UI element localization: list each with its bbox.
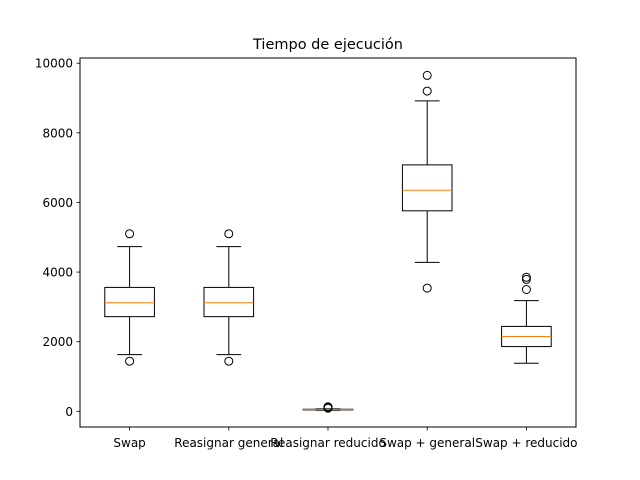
x-tick-label: Swap + reducido (475, 436, 577, 450)
outlier-point (521, 272, 531, 282)
box-1 (203, 229, 255, 366)
outlier-point (422, 86, 432, 96)
box-iqr (104, 286, 155, 318)
outlier-point (125, 229, 135, 239)
box-iqr (203, 286, 255, 318)
box-2 (302, 402, 354, 413)
box-iqr (401, 164, 453, 212)
outlier-point (422, 283, 432, 293)
x-tick-label: Reasignar general (174, 436, 283, 450)
y-tick-label: 2000 (42, 335, 73, 349)
outlier-point (224, 356, 234, 366)
outlier-point (224, 229, 234, 239)
chart-title: Tiempo de ejecución (252, 37, 403, 53)
y-tick-label: 4000 (42, 266, 73, 280)
outlier-point (125, 356, 135, 366)
y-tick-label: 8000 (42, 126, 73, 140)
y-axis: 0 2000 4000 6000 8000 10000 (35, 57, 80, 419)
x-tick-label: Swap + general (379, 436, 475, 450)
y-tick-label: 6000 (42, 196, 73, 210)
y-tick-label: 0 (65, 405, 73, 419)
x-tick-label: Reasignar reducido (270, 436, 386, 450)
outlier-point (521, 274, 531, 284)
outlier-point (323, 402, 333, 412)
boxes (104, 70, 552, 413)
outlier-point (521, 284, 531, 294)
box-3 (401, 70, 453, 293)
box-0 (104, 229, 155, 366)
x-tick-label: Swap (113, 436, 145, 450)
plot-frame (79, 57, 577, 428)
box-4 (501, 272, 552, 364)
outlier-point (422, 70, 432, 80)
y-tick-label: 10000 (35, 57, 73, 71)
